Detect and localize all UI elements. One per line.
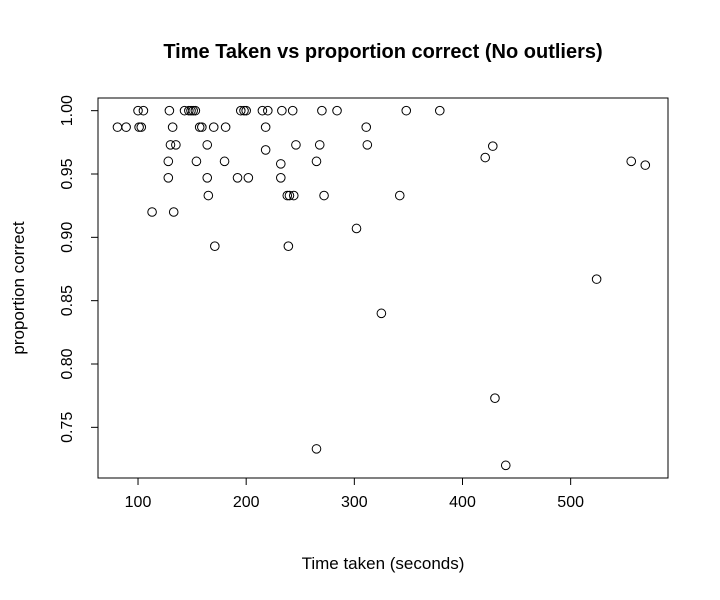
data-point bbox=[203, 190, 214, 201]
data-point bbox=[202, 173, 213, 183]
data-point bbox=[351, 223, 362, 234]
data-point bbox=[283, 241, 294, 251]
data-point bbox=[197, 122, 207, 132]
x-tick-label: 200 bbox=[233, 494, 260, 511]
data-point bbox=[490, 393, 500, 404]
data-point bbox=[165, 140, 176, 150]
data-point bbox=[184, 105, 194, 116]
data-point bbox=[241, 105, 251, 116]
data-point bbox=[284, 190, 295, 201]
y-tick-label: 0.95 bbox=[59, 158, 76, 189]
data-point bbox=[186, 105, 196, 116]
data-point bbox=[171, 140, 181, 150]
data-point bbox=[210, 241, 220, 251]
x-tick-label: 400 bbox=[449, 494, 476, 511]
data-point bbox=[275, 159, 286, 169]
data-point bbox=[394, 190, 405, 201]
data-point bbox=[332, 105, 342, 116]
data-point bbox=[202, 140, 213, 150]
data-point bbox=[121, 122, 131, 132]
x-tick-label: 100 bbox=[125, 494, 152, 511]
data-point bbox=[190, 105, 201, 116]
data-point bbox=[243, 173, 254, 183]
y-tick-label: 0.75 bbox=[59, 412, 76, 443]
data-point bbox=[311, 156, 322, 167]
data-point bbox=[133, 105, 143, 116]
data-point bbox=[361, 122, 372, 132]
data-point bbox=[163, 156, 174, 167]
data-point bbox=[168, 207, 179, 217]
data-point bbox=[480, 152, 491, 163]
data-point bbox=[319, 190, 329, 201]
data-point bbox=[277, 105, 287, 116]
data-point bbox=[232, 173, 243, 183]
data-point bbox=[401, 105, 412, 116]
y-tick-label: 0.90 bbox=[59, 222, 76, 253]
data-point bbox=[640, 160, 651, 170]
data-point bbox=[235, 105, 246, 116]
y-axis: 0.75 0.80 0.85 0.90 0.95 1.00 bbox=[59, 95, 99, 443]
data-point bbox=[191, 156, 202, 167]
data-point bbox=[288, 190, 299, 201]
plot-frame bbox=[97, 97, 669, 479]
data-point bbox=[376, 308, 387, 319]
data-point bbox=[275, 173, 286, 183]
data-point bbox=[239, 105, 249, 116]
chart-title: Time Taken vs proportion correct (No out… bbox=[163, 41, 602, 63]
data-points bbox=[112, 105, 651, 471]
data-point bbox=[167, 122, 178, 132]
x-tick-label: 300 bbox=[341, 494, 368, 511]
x-axis: 100 200 300 400 500 bbox=[125, 477, 584, 511]
data-point bbox=[287, 105, 298, 116]
data-point bbox=[147, 207, 157, 217]
y-tick-label: 0.80 bbox=[59, 348, 76, 379]
data-point bbox=[260, 122, 271, 132]
data-point bbox=[282, 190, 293, 201]
data-point bbox=[314, 140, 325, 150]
data-point bbox=[291, 140, 301, 150]
y-tick-label: 0.85 bbox=[59, 285, 76, 316]
data-point bbox=[311, 444, 322, 454]
data-point bbox=[194, 122, 205, 132]
data-point bbox=[208, 122, 219, 132]
data-point bbox=[591, 274, 602, 284]
data-point bbox=[220, 122, 231, 132]
data-point bbox=[164, 105, 175, 116]
data-point bbox=[136, 122, 147, 132]
data-point bbox=[362, 140, 373, 150]
data-point bbox=[257, 105, 268, 116]
data-point bbox=[434, 105, 445, 116]
data-point bbox=[163, 173, 174, 183]
data-point bbox=[487, 141, 498, 151]
data-point bbox=[188, 105, 198, 116]
data-point bbox=[263, 105, 273, 116]
data-point bbox=[260, 145, 271, 155]
data-point bbox=[138, 105, 149, 116]
data-point bbox=[317, 105, 327, 116]
data-point bbox=[112, 122, 123, 132]
data-point bbox=[134, 122, 144, 132]
data-point bbox=[219, 156, 230, 167]
data-point bbox=[626, 156, 637, 167]
y-tick-label: 1.00 bbox=[59, 95, 76, 126]
y-axis-label: proportion correct bbox=[9, 221, 28, 355]
data-point bbox=[500, 460, 511, 471]
x-axis-label: Time taken (seconds) bbox=[302, 554, 465, 573]
x-tick-label: 500 bbox=[557, 494, 584, 511]
